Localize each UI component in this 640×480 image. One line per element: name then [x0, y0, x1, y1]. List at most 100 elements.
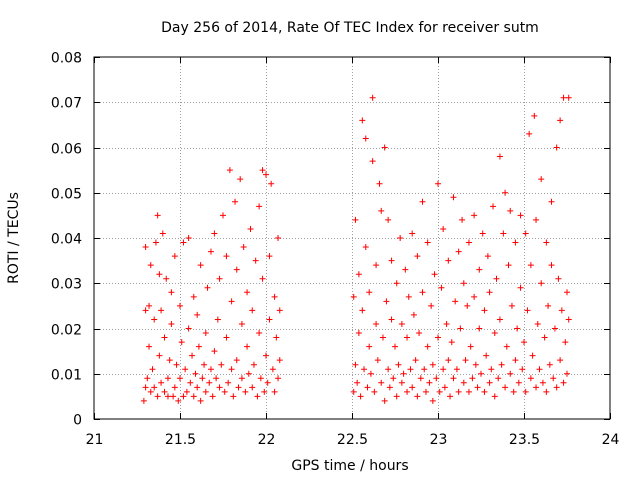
- data-point: [545, 302, 552, 309]
- data-point: [414, 253, 421, 260]
- data-point: [455, 248, 462, 255]
- x-axis-label: GPS time / hours: [291, 458, 408, 474]
- data-point: [199, 375, 206, 382]
- data-point: [459, 216, 466, 223]
- data-point: [522, 230, 529, 237]
- data-point: [164, 375, 171, 382]
- x-tick-label: 23: [430, 432, 448, 448]
- data-point: [190, 393, 197, 400]
- data-point: [175, 397, 182, 404]
- data-point: [213, 375, 220, 382]
- data-point: [392, 343, 398, 350]
- y-tick-label: 0: [73, 413, 82, 429]
- data-point: [182, 366, 189, 373]
- data-point: [142, 244, 149, 251]
- data-point: [531, 112, 538, 119]
- data-point: [546, 361, 553, 368]
- data-point: [352, 216, 359, 223]
- data-point: [268, 180, 275, 187]
- data-point: [517, 212, 524, 219]
- data-point: [171, 253, 178, 260]
- data-point: [151, 316, 158, 323]
- data-point: [502, 384, 509, 391]
- data-point: [435, 334, 441, 341]
- data-point: [417, 375, 424, 382]
- data-point: [263, 171, 269, 178]
- data-point: [405, 293, 412, 300]
- data-point: [474, 384, 481, 391]
- data-point: [551, 325, 558, 332]
- data-point: [223, 334, 230, 341]
- data-point: [183, 388, 190, 395]
- data-point: [410, 311, 417, 318]
- y-tick-label: 0.01: [51, 368, 82, 384]
- data-point: [438, 284, 445, 291]
- data-point: [429, 361, 436, 368]
- data-point: [362, 244, 369, 251]
- data-point: [514, 325, 521, 332]
- data-point: [404, 388, 411, 395]
- data-point: [435, 180, 441, 187]
- data-point: [209, 393, 216, 400]
- data-point: [211, 230, 218, 237]
- data-point: [361, 366, 368, 373]
- data-point: [233, 357, 240, 364]
- data-point: [457, 325, 464, 332]
- data-point: [560, 94, 567, 101]
- data-point: [471, 293, 478, 300]
- data-point: [366, 289, 373, 296]
- data-point: [498, 361, 505, 368]
- data-point: [154, 212, 161, 219]
- data-point: [355, 330, 362, 337]
- data-point: [491, 330, 498, 337]
- data-point: [481, 388, 488, 395]
- data-point: [207, 366, 214, 373]
- data-point: [373, 320, 380, 327]
- data-point: [146, 343, 153, 350]
- data-point: [250, 361, 257, 368]
- data-point: [225, 379, 232, 386]
- data-point: [259, 167, 266, 174]
- data-point: [381, 144, 388, 151]
- data-point: [151, 384, 158, 391]
- data-point: [158, 307, 165, 314]
- data-point: [357, 393, 364, 400]
- data-point: [207, 248, 214, 255]
- data-point: [249, 307, 256, 314]
- data-point: [512, 239, 519, 246]
- data-point: [393, 393, 400, 400]
- data-point: [385, 366, 392, 373]
- data-point: [254, 393, 261, 400]
- data-point: [467, 343, 474, 350]
- data-point: [378, 207, 385, 214]
- data-point: [407, 366, 414, 373]
- data-point: [507, 370, 514, 377]
- data-point: [364, 384, 371, 391]
- data-point: [142, 307, 149, 314]
- data-point: [431, 271, 438, 278]
- data-point: [533, 384, 540, 391]
- data-point: [276, 357, 283, 364]
- data-point: [424, 343, 431, 350]
- data-point: [538, 176, 545, 183]
- data-point: [261, 388, 268, 395]
- data-point: [214, 316, 221, 323]
- data-point: [548, 262, 555, 269]
- data-point: [424, 239, 431, 246]
- data-point: [422, 388, 429, 395]
- data-point: [147, 388, 154, 395]
- data-point: [249, 384, 256, 391]
- data-point: [527, 262, 534, 269]
- data-point: [369, 94, 376, 101]
- data-point: [221, 388, 228, 395]
- data-point: [352, 361, 359, 368]
- y-tick-label: 0.05: [51, 187, 82, 203]
- data-point: [146, 302, 153, 309]
- data-point: [565, 94, 572, 101]
- x-tick-label: 24: [602, 432, 620, 448]
- data-point: [180, 239, 187, 246]
- data-point: [465, 239, 472, 246]
- data-point: [194, 384, 201, 391]
- data-point: [550, 375, 557, 382]
